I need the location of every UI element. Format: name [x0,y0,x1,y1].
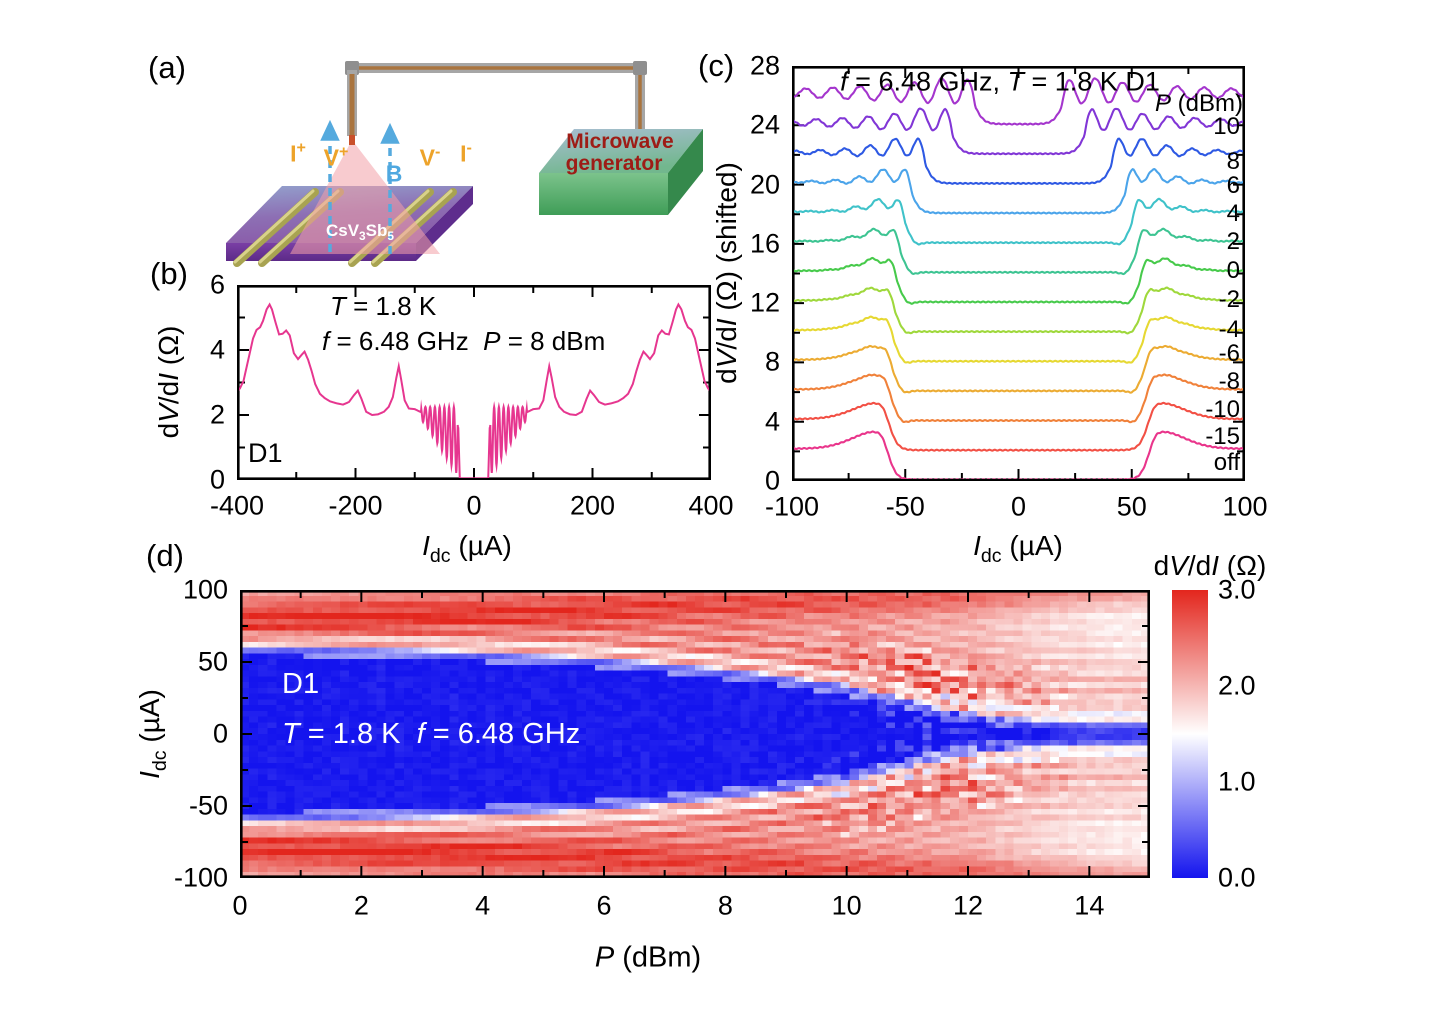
panel-b-x-tick-label: 0 [466,490,482,521]
microwave-cone [290,140,440,254]
electrode-label-i-plus: I+ [290,138,306,167]
panel-d-x-tick-label: 12 [952,890,984,921]
panel-c-x-axis-title: Idc (µA) [973,530,1063,567]
panel-d-x-tick-label: 4 [475,890,491,921]
panel-b-x-tick-label: 400 [688,490,734,521]
microwave-generator-box [539,129,703,215]
panel-d-y-tick-label: 50 [197,646,228,677]
antenna-rod [347,70,357,145]
panel-a-letter: (a) [148,50,186,85]
panel-d-x-tick-label: 8 [717,890,733,921]
panel-d-x-tick-label: 6 [596,890,612,921]
colorbar-title: dV/dI (Ω) [1153,550,1267,581]
panel-c-title: f = 6.48 GHz, T = 1.8 K D1 [840,66,1160,97]
panel-d-device-label: D1 [282,668,320,700]
panel-c-curve-label--4: -4 [1218,315,1240,343]
panel-c-y-tick-label: 20 [749,169,780,200]
panel-b-x-tick-label: -200 [328,490,383,521]
panel-c-curve-label-6: 6 [1226,172,1240,200]
panel-c-x-tick-label: -100 [764,491,820,522]
panel-c-curve-label--8: -8 [1218,367,1240,395]
panel-d-y-tick-label: 100 [182,574,228,605]
panel-d-y-tick-label: 0 [212,718,228,749]
b-field-arrows [320,119,400,254]
generator-label-line1: Microwave [566,130,674,153]
panel-c-y-tick-label: 4 [764,406,780,437]
panel-d-y-tick-label: -50 [188,790,228,821]
panel-d-y-axis-title: Idc (µA) [134,689,171,779]
panel-c-y-tick-label: 24 [749,109,780,140]
panel-c-curve-label-10: 10 [1213,112,1240,140]
panel-b-plot-canvas [237,285,711,480]
panel-c-curve-label-4: 4 [1226,200,1240,228]
panel-b-y-tick-label: 6 [209,269,225,300]
colorbar-tick-label: 1.0 [1218,766,1256,797]
panel-c-curve-label--15: -15 [1205,422,1240,450]
panel-b-note-temperature: T = 1.8 K [330,291,437,321]
colorbar [1172,590,1208,878]
colorbar-tick-label: 3.0 [1218,574,1256,605]
panel-d-x-axis-title: P (dBm) [594,941,702,974]
panel-c-y-tick-label: 12 [749,287,780,318]
panel-d-x-tick-label: 2 [353,890,369,921]
panel-b-x-tick-label: -400 [209,490,265,521]
electrode-label-i-minus: I- [460,138,472,167]
panel-c-curve-label--6: -6 [1218,339,1240,367]
panel-c-curve-label--10: -10 [1205,395,1240,423]
sample-label: CsV3Sb5 [325,220,395,244]
panel-c-y-tick-label: 8 [764,346,780,377]
panel-c-legend-title: P (dBm) [1154,90,1243,117]
panel-c-letter: (c) [698,48,735,83]
panel-c-y-tick-label: 0 [764,465,780,496]
panel-b-y-tick-label: 2 [209,399,225,430]
panel-d-note: T = 1.8 K f = 6.48 GHz [282,718,581,750]
panel-c-curve-label-8: 8 [1226,148,1240,176]
electrode-label-v-plus: V+ [323,142,349,171]
panel-b-letter: (b) [150,256,188,291]
colorbar-tick-label: 2.0 [1218,670,1256,701]
generator-label-line2: generator [565,152,663,175]
panel-b-y-axis-title: dV/dI (Ω) [153,325,184,439]
panel-c-plot-canvas [792,66,1245,481]
panel-c-curve-label-0: 0 [1226,256,1240,284]
electrode-label-v-minus: V- [419,142,441,171]
panel-c-curve-label-off: off [1213,449,1240,477]
panel-c-x-tick-label: 100 [1222,491,1268,522]
colorbar-tick-label: 0.0 [1218,862,1256,893]
panel-c-y-tick-label: 28 [749,50,780,81]
schematic-panel: I+ V+ V- I- B CsV3Sb5 Microwave generato… [130,40,730,290]
panel-d-x-tick-label: 14 [1074,890,1105,921]
panel-c-x-tick-label: 50 [1116,491,1147,522]
panel-b-y-tick-label: 4 [209,334,225,365]
panel-c-x-tick-label: 0 [1010,491,1027,522]
b-field-label: B [385,160,403,187]
panel-d-letter: (d) [146,538,184,573]
panel-d-x-tick-label: 10 [831,890,862,921]
panel-c-x-tick-label: -50 [885,491,925,522]
panel-c-y-tick-label: 16 [749,228,780,259]
panel-c-curve-label--2: -2 [1218,286,1240,314]
panel-d-y-tick-label: -100 [173,862,228,893]
panel-b-x-axis-title: Idc (µA) [422,530,512,567]
panel-d-axis-overlay-canvas [240,590,1150,878]
panel-d-x-tick-label: 0 [232,890,248,921]
panel-c-curve-label-2: 2 [1226,228,1240,256]
panel-c-y-axis-title: dV/dI (Ω) (shifted) [711,162,742,384]
panel-b-y-tick-label: 0 [209,464,225,495]
panel-b-x-tick-label: 200 [569,490,616,521]
panel-b-device-label: D1 [248,438,283,468]
panel-b-note-frequency-power: f = 6.48 GHz P = 8 dBm [322,326,606,356]
schematic-drawing [226,61,703,267]
